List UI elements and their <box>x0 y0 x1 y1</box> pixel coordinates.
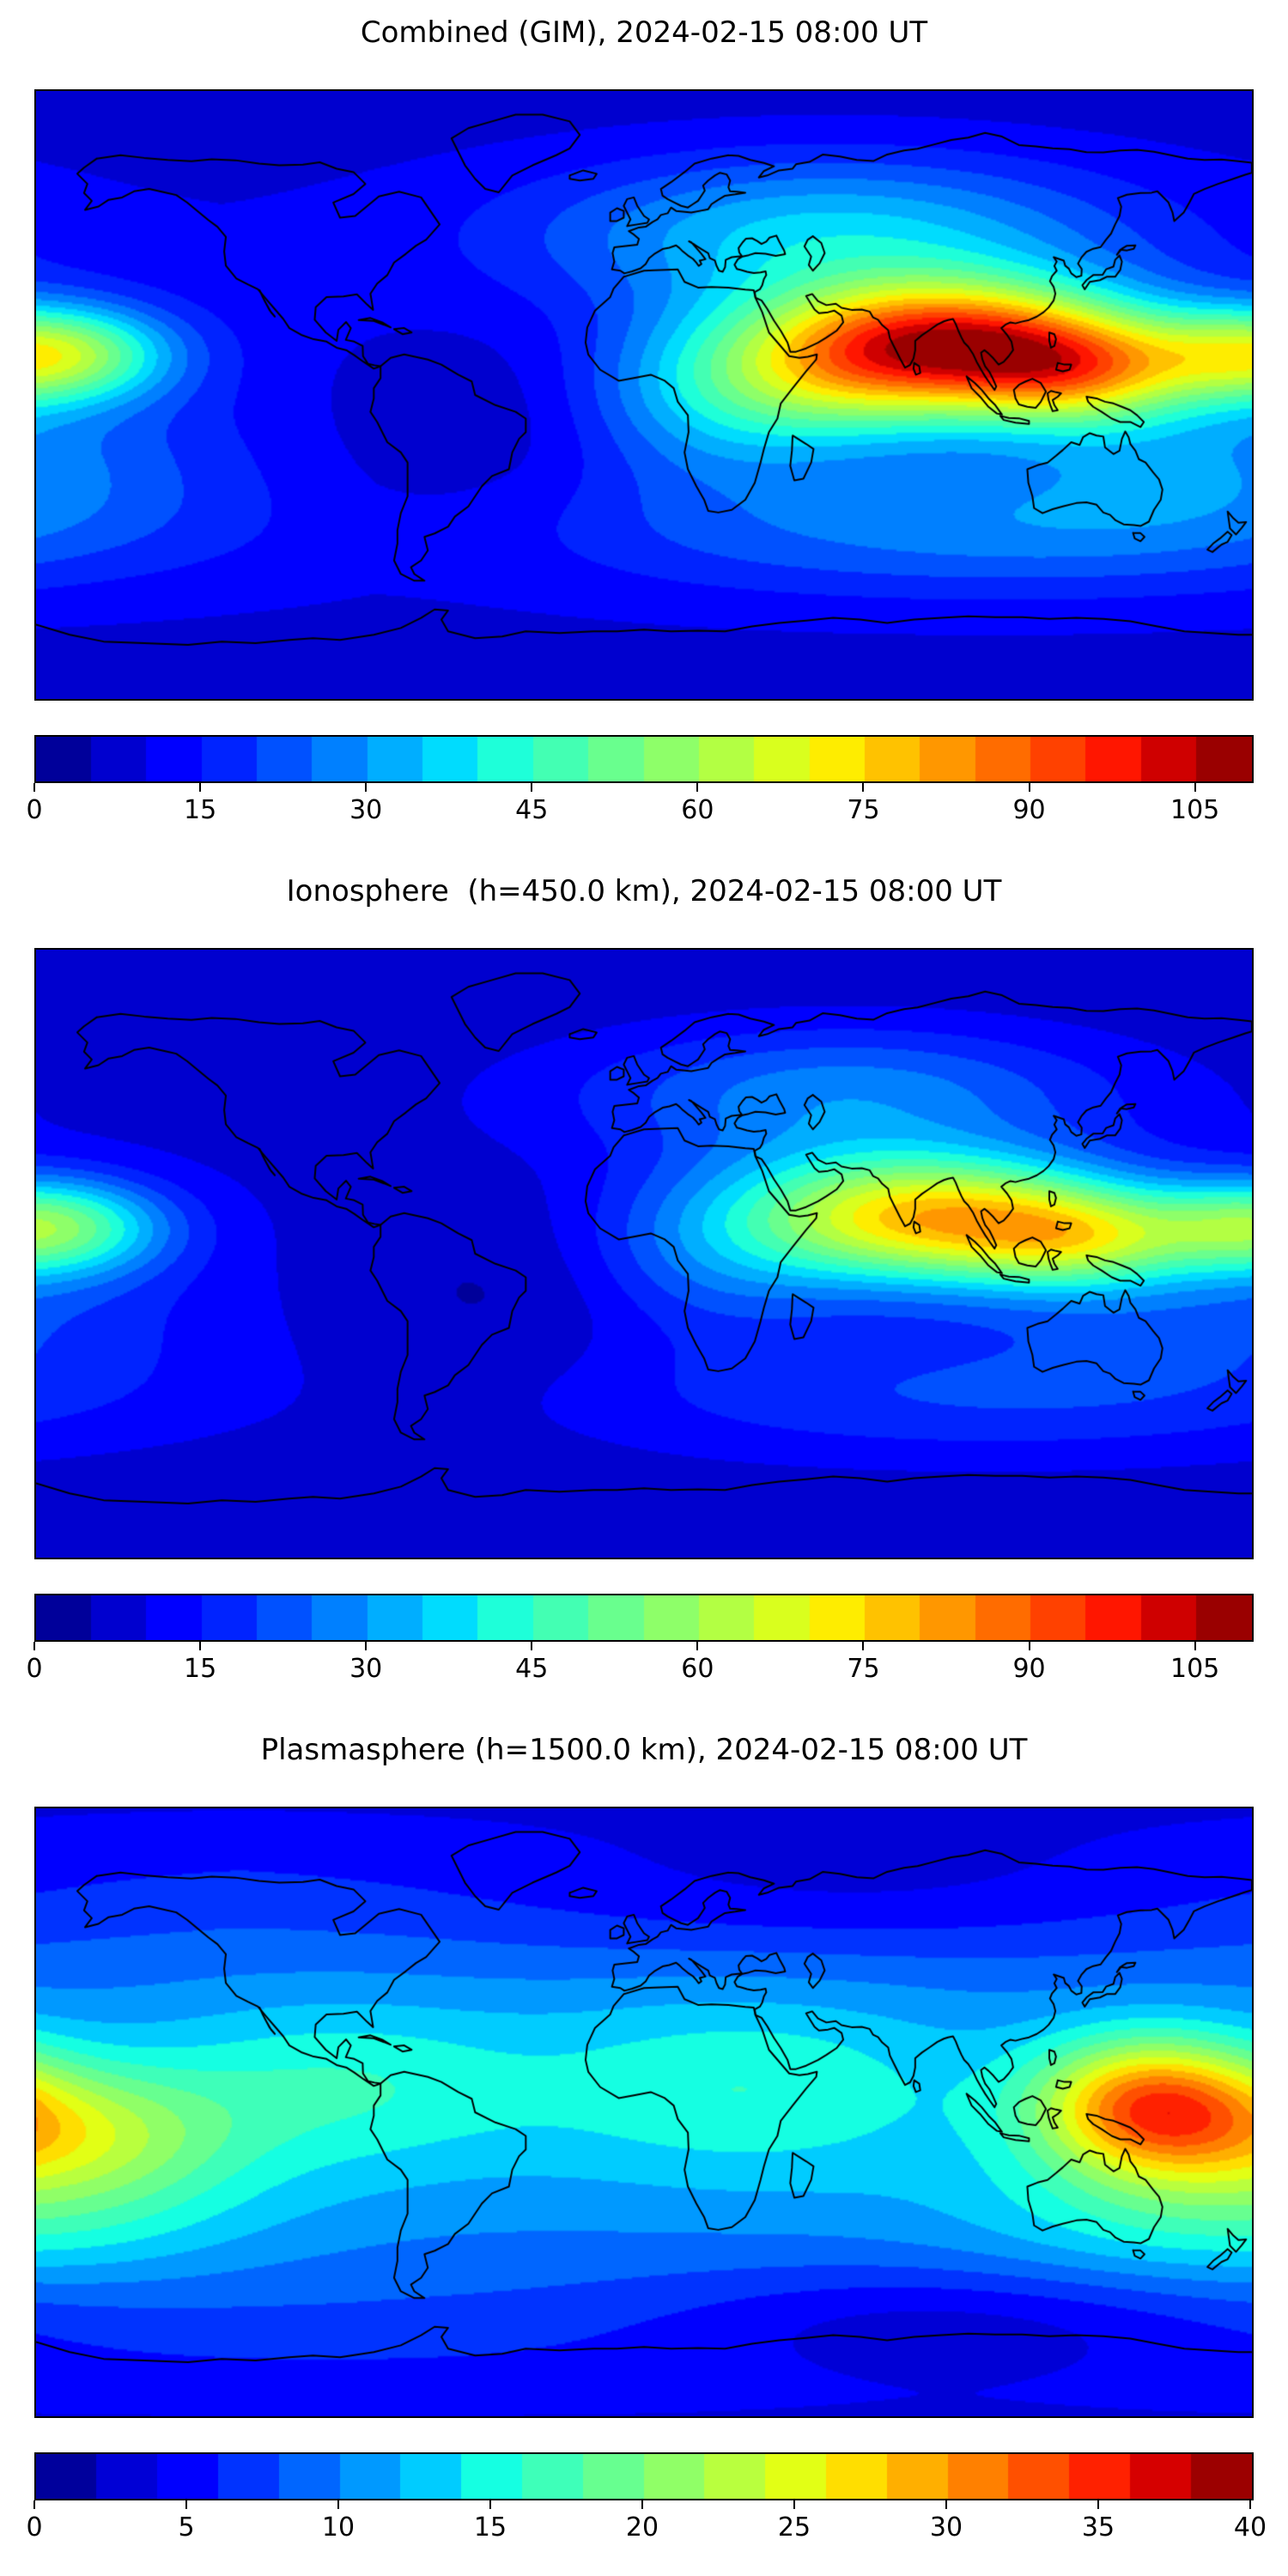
colorbar-tick-mark <box>696 783 699 792</box>
map-ionosphere <box>34 948 1254 1559</box>
panel-title: Combined (GIM), 2024-02-15 08:00 UT <box>360 15 928 50</box>
colorbar-tick-mark <box>1097 2500 1099 2509</box>
colorbar-tick-label: 90 <box>1012 1654 1046 1684</box>
colorbar-tickmarks <box>33 783 1250 792</box>
colorbar-tick-mark <box>696 1642 699 1650</box>
colorbar <box>34 1594 1254 1642</box>
colorbar <box>34 2452 1254 2500</box>
colorbar-ticklabels: 0 15 30 45 60 75 90 105 <box>26 1654 1250 1688</box>
map-canvas <box>36 950 1252 1558</box>
colorbar-tick-label: 90 <box>1012 795 1046 825</box>
colorbar-tick-label: 105 <box>1170 795 1220 825</box>
colorbar-ticklabels: 0 15 30 45 60 75 90 105 <box>26 795 1250 829</box>
colorbar-tick-label: 5 <box>178 2512 195 2543</box>
colorbar-tick-mark <box>531 1642 533 1650</box>
colorbar-tick-mark <box>33 1642 35 1650</box>
colorbar-tick-label: 25 <box>777 2512 811 2543</box>
colorbar-tick-mark <box>1194 1642 1196 1650</box>
colorbar-tick-mark <box>1194 783 1196 792</box>
colorbar-canvas <box>36 2454 1252 2499</box>
colorbar-tick-label: 105 <box>1170 1654 1220 1684</box>
colorbar-tick-mark <box>199 783 202 792</box>
colorbar-tick-label: 15 <box>183 795 217 825</box>
map-combined <box>34 89 1254 701</box>
colorbar-tick-mark <box>862 1642 865 1650</box>
colorbar-tick-label: 15 <box>183 1654 217 1684</box>
map-plasmasphere <box>34 1807 1254 2418</box>
colorbar-tick-mark <box>33 783 35 792</box>
colorbar-tick-mark <box>793 2500 795 2509</box>
colorbar-tick-label: 30 <box>929 2512 963 2543</box>
colorbar-canvas <box>36 1595 1252 1640</box>
colorbar-tick-label: 40 <box>1233 2512 1267 2543</box>
colorbar-tick-label: 60 <box>681 1654 714 1684</box>
colorbar-tick-mark <box>33 2500 35 2509</box>
colorbar-tick-mark <box>641 2500 643 2509</box>
colorbar-tick-mark <box>1028 1642 1030 1650</box>
colorbar-tick-label: 20 <box>625 2512 659 2543</box>
colorbar-tick-label: 0 <box>26 2512 43 2543</box>
colorbar-tick-mark <box>199 1642 202 1650</box>
colorbar-tick-label: 0 <box>26 1654 43 1684</box>
colorbar-tick-mark <box>862 783 865 792</box>
panel-title: Plasmasphere (h=1500.0 km), 2024-02-15 0… <box>260 1733 1028 1767</box>
colorbar-tick-label: 45 <box>515 1654 549 1684</box>
colorbar-tick-mark <box>1028 783 1030 792</box>
colorbar-tick-mark <box>365 1642 368 1650</box>
colorbar-tick-mark <box>531 783 533 792</box>
colorbar-ticklabels: 0 5 10 15 20 25 30 35 40 <box>26 2512 1267 2547</box>
colorbar-tick-label: 10 <box>321 2512 355 2543</box>
colorbar-tick-label: 60 <box>681 795 714 825</box>
colorbar-tick-mark <box>337 2500 339 2509</box>
map-canvas <box>36 1808 1252 2416</box>
panel-title: Ionosphere (h=450.0 km), 2024-02-15 08:0… <box>286 874 1002 908</box>
colorbar-tick-label: 75 <box>847 795 880 825</box>
colorbar-tick-mark <box>945 2500 947 2509</box>
map-canvas <box>36 91 1252 699</box>
colorbar-tick-label: 0 <box>26 795 43 825</box>
colorbar-tick-label: 45 <box>515 795 549 825</box>
colorbar-tick-mark <box>489 2500 491 2509</box>
panel-plasmasphere: Plasmasphere (h=1500.0 km), 2024-02-15 0… <box>0 1717 1288 2576</box>
panel-combined: Combined (GIM), 2024-02-15 08:00 UT 0 15 3… <box>0 0 1288 859</box>
colorbar <box>34 735 1254 783</box>
colorbar-tickmarks <box>33 2500 1251 2509</box>
colorbar-tick-label: 30 <box>349 795 383 825</box>
colorbar-canvas <box>36 737 1252 781</box>
colorbar-tick-label: 15 <box>473 2512 507 2543</box>
colorbar-tick-label: 75 <box>847 1654 880 1684</box>
colorbar-tick-mark <box>1249 2500 1251 2509</box>
panel-ionosphere: Ionosphere (h=450.0 km), 2024-02-15 08:0… <box>0 859 1288 1717</box>
colorbar-tickmarks <box>33 1642 1250 1650</box>
colorbar-tick-label: 35 <box>1081 2512 1115 2543</box>
colorbar-tick-mark <box>365 783 368 792</box>
colorbar-tick-mark <box>185 2500 187 2509</box>
colorbar-tick-label: 30 <box>349 1654 383 1684</box>
